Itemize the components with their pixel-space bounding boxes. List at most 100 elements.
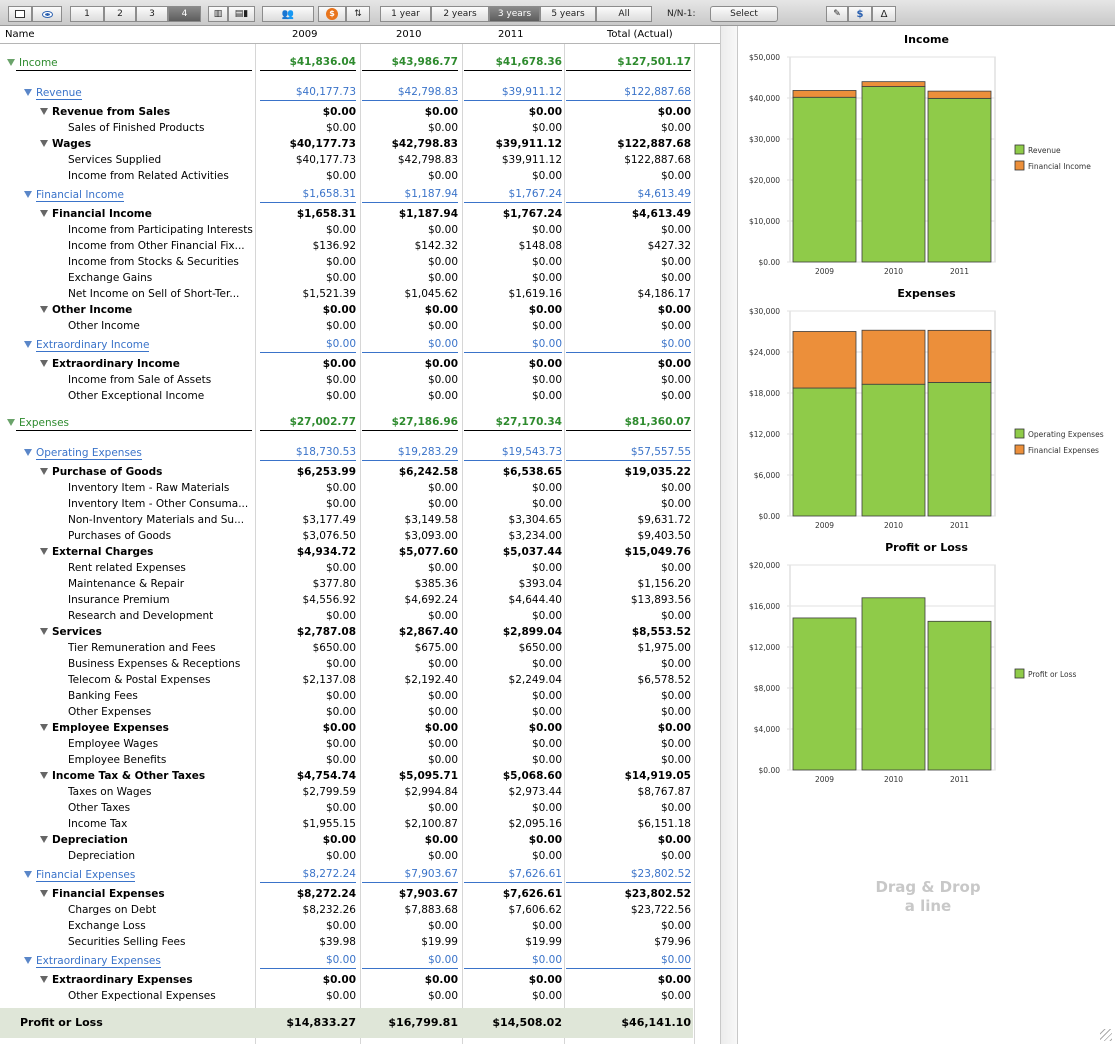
split-view-button[interactable]: ▤▮ [228, 6, 255, 22]
table-row[interactable]: Employee Benefits $0.00 $0.00 $0.00 $0.00 [0, 752, 720, 768]
group-row[interactable]: Revenue from Sales $0.00 $0.00 $0.00 $0.00 [0, 104, 720, 120]
bar-2011-revenue[interactable] [927, 97, 992, 263]
table-row[interactable]: Other Exceptional Income $0.00 $0.00 $0.00 $… [0, 388, 720, 404]
select-dropdown[interactable]: Select [710, 6, 778, 22]
disclosure-triangle-icon[interactable] [7, 418, 15, 426]
table-row[interactable]: Other Taxes $0.00 $0.00 $0.00 $0.00 [0, 800, 720, 816]
table-row[interactable]: Other Income $0.00 $0.00 $0.00 $0.00 [0, 318, 720, 334]
bar-2010-financial-expenses[interactable] [861, 329, 926, 385]
page-button-1[interactable]: 1 [70, 6, 104, 22]
table-row[interactable]: Research and Development $0.00 $0.00 $0.00 $… [0, 608, 720, 624]
table-row[interactable]: Taxes on Wages $2,799.59 $2,994.84 $2,973.4… [0, 784, 720, 800]
table-row[interactable]: Rent related Expenses $0.00 $0.00 $0.00 $0.0… [0, 560, 720, 576]
range-3-years[interactable]: 3 years [489, 6, 540, 22]
disclosure-triangle-icon[interactable] [24, 956, 32, 964]
table-row[interactable]: Net Income on Sell of Short-Ter... $1,521… [0, 286, 720, 302]
range-2-years[interactable]: 2 years [431, 6, 489, 22]
bar-2010-financial-income[interactable] [861, 81, 926, 87]
disclosure-triangle-icon[interactable] [40, 107, 48, 115]
table-row[interactable]: Banking Fees $0.00 $0.00 $0.00 $0.00 [0, 688, 720, 704]
header-2009[interactable]: 2009 [292, 29, 318, 40]
group-row[interactable]: Extraordinary Expenses $0.00 $0.00 $0.00 $0.… [0, 972, 720, 988]
header-name[interactable]: Name [5, 29, 35, 40]
disclosure-triangle-icon[interactable] [40, 139, 48, 147]
range-5-years[interactable]: 5 years [540, 6, 596, 22]
disclosure-triangle-icon[interactable] [24, 88, 32, 96]
table-row[interactable]: Services Supplied $40,177.73 $42,798.83 $39… [0, 152, 720, 168]
bar-2009-profit-or-loss[interactable] [792, 617, 857, 771]
disclosure-triangle-icon[interactable] [40, 723, 48, 731]
table-row[interactable]: Securities Selling Fees $39.98 $19.99 $19.9… [0, 934, 720, 950]
table-row[interactable]: Inventory Item - Raw Materials $0.00 $0.00… [0, 480, 720, 496]
disclosure-triangle-icon[interactable] [40, 771, 48, 779]
disclosure-triangle-icon[interactable] [7, 58, 15, 66]
table-row[interactable]: Non-Inventory Materials and Su... $3,177.… [0, 512, 720, 528]
eye-button[interactable] [32, 6, 62, 22]
bar-2011-financial-income[interactable] [927, 90, 992, 99]
disclosure-triangle-icon[interactable] [24, 870, 32, 878]
bar-2011-operating-expenses[interactable] [927, 382, 992, 517]
currency-button[interactable]: $ [318, 6, 346, 22]
range-all[interactable]: All [596, 6, 652, 22]
group-row[interactable]: Financial Income $1,658.31 $1,187.94 $1,767… [0, 187, 720, 203]
sidebar-toggle-button[interactable] [8, 6, 32, 22]
group-row[interactable]: Depreciation $0.00 $0.00 $0.00 $0.00 [0, 832, 720, 848]
group-row[interactable]: Income $41,836.04 $43,986.77 $41,678.36 $127… [0, 55, 720, 71]
profit-or-loss-row[interactable]: Profit or Loss $14,833.27 $16,799.81 $14… [0, 1008, 693, 1038]
page-button-4[interactable]: 4 [168, 6, 201, 22]
table-row[interactable]: Income from Related Activities $0.00 $0.00… [0, 168, 720, 184]
table-row[interactable]: Exchange Loss $0.00 $0.00 $0.00 $0.00 [0, 918, 720, 934]
group-row[interactable]: Expenses $27,002.77 $27,186.96 $27,170.34 $8… [0, 415, 720, 431]
edit-chart-button[interactable]: ✎ [826, 6, 848, 22]
group-row[interactable]: Employee Expenses $0.00 $0.00 $0.00 $0.00 [0, 720, 720, 736]
group-row[interactable]: External Charges $4,934.72 $5,077.60 $5,037… [0, 544, 720, 560]
table-row[interactable]: Telecom & Postal Expenses $2,137.08 $2,192… [0, 672, 720, 688]
table-row[interactable]: Purchases of Goods $3,076.50 $3,093.00 $3,2… [0, 528, 720, 544]
dollar-button[interactable]: $ [848, 6, 872, 22]
bar-2010-revenue[interactable] [861, 86, 926, 263]
group-row[interactable]: Financial Income $1,658.31 $1,187.94 $1,767… [0, 206, 720, 222]
page-button-3[interactable]: 3 [136, 6, 168, 22]
vertical-scrollbar[interactable] [720, 26, 738, 1044]
disclosure-triangle-icon[interactable] [40, 359, 48, 367]
header-2010[interactable]: 2010 [396, 29, 422, 40]
disclosure-triangle-icon[interactable] [24, 190, 32, 198]
table-row[interactable]: Maintenance & Repair $377.80 $385.36 $393.0… [0, 576, 720, 592]
group-row[interactable]: Purchase of Goods $6,253.99 $6,242.58 $6,53… [0, 464, 720, 480]
group-row[interactable]: Financial Expenses $8,272.24 $7,903.67 $7,6… [0, 867, 720, 883]
table-row[interactable]: Insurance Premium $4,556.92 $4,692.24 $4,64… [0, 592, 720, 608]
columns-view-button[interactable]: ▥ [208, 6, 228, 22]
page-button-2[interactable]: 2 [104, 6, 136, 22]
table-row[interactable]: Other Expectional Expenses $0.00 $0.00 $0.0… [0, 988, 720, 1004]
group-row[interactable]: Revenue $40,177.73 $42,798.83 $39,911.12 $12… [0, 85, 720, 101]
bar-2009-financial-expenses[interactable] [792, 331, 857, 389]
disclosure-triangle-icon[interactable] [40, 305, 48, 313]
disclosure-triangle-icon[interactable] [40, 467, 48, 475]
table-row[interactable]: Income from Participating Interests $0.00… [0, 222, 720, 238]
bar-2011-financial-expenses[interactable] [927, 329, 992, 383]
group-row[interactable]: Financial Expenses $8,272.24 $7,903.67 $7,6… [0, 886, 720, 902]
bar-2009-financial-income[interactable] [792, 90, 857, 98]
bar-2009-operating-expenses[interactable] [792, 387, 857, 517]
group-row[interactable]: Wages $40,177.73 $42,798.83 $39,911.12 $122,… [0, 136, 720, 152]
sort-button[interactable]: ⇅ [346, 6, 370, 22]
delta-button[interactable]: Δ [872, 6, 896, 22]
table-row[interactable]: Income Tax $1,955.15 $2,100.87 $2,095.16 $6,… [0, 816, 720, 832]
range-1-year[interactable]: 1 year [380, 6, 431, 22]
bar-2010-profit-or-loss[interactable] [861, 597, 926, 771]
resize-grip-icon[interactable] [1100, 1029, 1112, 1041]
table-row[interactable]: Business Expenses & Receptions $0.00 $0.00… [0, 656, 720, 672]
disclosure-triangle-icon[interactable] [24, 448, 32, 456]
group-row[interactable]: Operating Expenses $18,730.53 $19,283.29 $1… [0, 445, 720, 461]
disclosure-triangle-icon[interactable] [40, 627, 48, 635]
disclosure-triangle-icon[interactable] [40, 209, 48, 217]
table-row[interactable]: Income from Other Financial Fix... $136.9… [0, 238, 720, 254]
table-row[interactable]: Income from Sale of Assets $0.00 $0.00 $0.0… [0, 372, 720, 388]
table-row[interactable]: Charges on Debt $8,232.26 $7,883.68 $7,606.… [0, 902, 720, 918]
disclosure-triangle-icon[interactable] [24, 340, 32, 348]
group-row[interactable]: Income Tax & Other Taxes $4,754.74 $5,095.… [0, 768, 720, 784]
table-row[interactable]: Sales of Finished Products $0.00 $0.00 $0.0… [0, 120, 720, 136]
table-row[interactable]: Tier Remuneration and Fees $650.00 $675.00… [0, 640, 720, 656]
group-row[interactable]: Extraordinary Income $0.00 $0.00 $0.00 $0.00 [0, 337, 720, 353]
table-row[interactable]: Other Expenses $0.00 $0.00 $0.00 $0.00 [0, 704, 720, 720]
